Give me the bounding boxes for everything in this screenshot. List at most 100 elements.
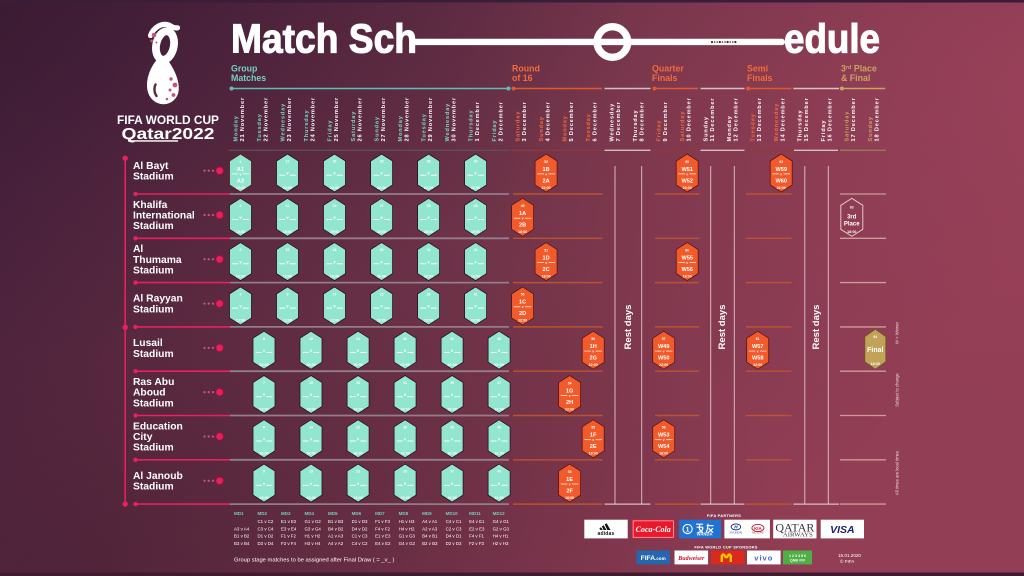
svg-text:v: v [474,171,477,176]
svg-text:A4 v A1: A4 v A1 [422,519,438,524]
svg-text:27: 27 [380,204,384,208]
svg-text:Group stage matches to be assi: Group stage matches to be assigned after… [234,558,394,564]
svg-text:5 December: 5 December [569,101,575,141]
svg-text:v: v [357,437,360,442]
svg-text:16:00: 16:00 [400,452,409,456]
svg-text:Sunday: Sunday [539,116,545,141]
svg-text:7: 7 [263,381,265,385]
svg-text:53: 53 [568,470,572,474]
svg-text:13:00: 13:00 [377,319,386,323]
svg-text:13: 13 [309,470,313,474]
svg-text:35: 35 [427,204,431,208]
svg-text:1B: 1B [543,167,550,173]
svg-text:MD7: MD7 [375,511,385,516]
svg-text:v: v [310,481,313,486]
svg-text:MD9: MD9 [422,511,432,516]
svg-text:v: v [239,259,242,264]
svg-text:19:00: 19:00 [283,230,292,234]
svg-text:FIFA WORLD CUP: FIFA WORLD CUP [117,113,219,127]
svg-text:Place: Place [844,221,860,227]
svg-text:B2 v B3: B2 v B3 [422,541,438,546]
svg-text:v: v [333,259,336,264]
svg-text:v: v [474,215,477,220]
svg-text:v: v [263,437,266,442]
svg-text:30 November: 30 November [451,97,457,141]
svg-text:v: v [663,438,665,442]
svg-text:15.01.2020: 15.01.2020 [838,553,861,558]
svg-text:56: 56 [591,337,595,341]
svg-text:v: v [380,304,383,309]
svg-text:v: v [404,348,407,353]
svg-text:W52: W52 [681,178,693,184]
svg-text:18:00: 18:00 [659,452,668,456]
svg-text:2H: 2H [566,400,573,406]
svg-text:E4 v E2: E4 v E2 [375,541,391,546]
svg-text:C1 v C2: C1 v C2 [258,519,274,524]
svg-text:© FIFA: © FIFA [840,558,855,564]
svg-text:2: 2 [240,248,242,252]
svg-text:v: v [545,172,547,176]
svg-text:Stadium: Stadium [133,172,174,183]
svg-text:5: 5 [263,470,265,474]
svg-text:40: 40 [450,337,454,341]
svg-text:16:00: 16:00 [283,274,292,278]
svg-text:19: 19 [333,204,337,208]
svg-text:29 November: 29 November [428,97,434,141]
svg-text:Wednesday: Wednesday [774,103,780,142]
svg-text:Sunday: Sunday [868,116,874,141]
svg-text:2C: 2C [543,267,550,273]
svg-text:16:00: 16:00 [494,452,503,456]
svg-text:Stadium: Stadium [133,304,174,315]
svg-text:G4 v G2: G4 v G2 [399,541,416,546]
svg-text:v: v [498,348,501,353]
svg-text:HYUNDAI: HYUNDAI [730,531,743,535]
svg-text:1E: 1E [566,477,573,483]
svg-text:H4 v H1: H4 v H1 [493,534,509,539]
svg-text:3rd Place: 3rd Place [841,64,877,74]
svg-text:30: 30 [403,425,407,429]
svg-text:60: 60 [685,248,689,252]
svg-text:22:00: 22:00 [777,186,786,190]
svg-text:Finals: Finals [652,73,678,83]
svg-text:Thursday: Thursday [798,109,804,141]
svg-text:W51: W51 [681,167,693,173]
svg-text:2 December: 2 December [498,101,504,141]
svg-text:1C: 1C [519,300,526,306]
svg-text:24: 24 [356,337,360,341]
svg-text:52: 52 [544,160,548,164]
svg-text:19:00: 19:00 [494,407,503,411]
svg-text:16 December: 16 December [828,97,834,141]
svg-text:14 December: 14 December [781,97,787,141]
svg-text:v: v [686,172,688,176]
svg-text:22:00: 22:00 [753,363,762,367]
svg-text:v: v [427,215,430,220]
svg-text:1F: 1F [590,433,597,439]
svg-text:Friday: Friday [327,120,333,142]
svg-text:A3 v A4: A3 v A4 [234,526,250,531]
svg-text:A1 v A3: A1 v A3 [328,534,344,539]
svg-text:39: 39 [450,381,454,385]
svg-text:2E: 2E [590,444,597,450]
svg-text:1: 1 [240,160,242,164]
svg-text:16: 16 [309,337,313,341]
svg-text:Qatar2022: Qatar2022 [122,126,215,143]
svg-text:22:00: 22:00 [283,186,292,190]
svg-text:16:00: 16:00 [236,274,245,278]
svg-text:49: 49 [521,204,525,208]
svg-text:16:00: 16:00 [377,274,386,278]
svg-text:22:00: 22:00 [306,363,315,367]
svg-text:22:00: 22:00 [330,186,339,190]
svg-text:Rest days: Rest days [717,305,728,350]
svg-text:16:00: 16:00 [353,452,362,456]
svg-text:8 December: 8 December [639,101,645,141]
svg-text:G2 v G3: G2 v G3 [493,526,510,531]
svg-text:11: 11 [286,204,290,208]
svg-text:H1 v H3: H1 v H3 [399,519,415,524]
svg-text:v: v [357,392,360,397]
svg-text:45: 45 [497,470,501,474]
svg-text:v: v [333,215,336,220]
svg-text:15 December: 15 December [804,97,810,141]
svg-text:v: v [686,261,688,265]
svg-text:Thursday: Thursday [633,109,639,141]
svg-text:F3 v F4: F3 v F4 [281,541,296,546]
